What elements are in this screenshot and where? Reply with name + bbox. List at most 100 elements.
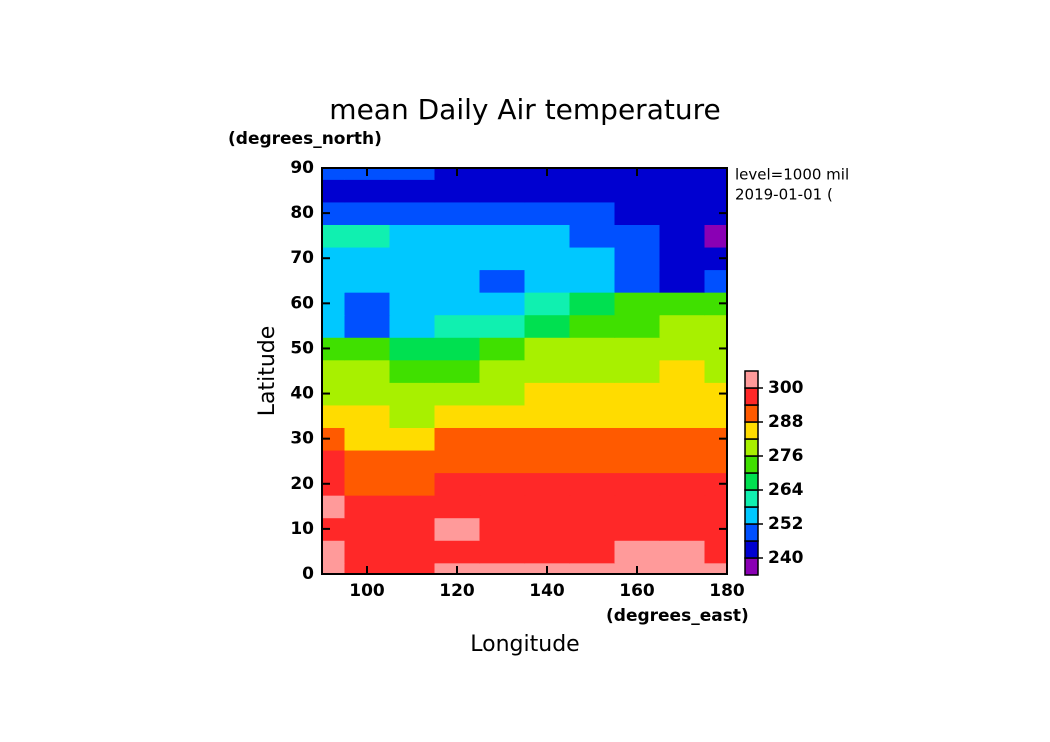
contour-cell	[322, 472, 346, 496]
contour-cell	[434, 224, 481, 248]
contour-cell	[569, 359, 616, 383]
colorbar-box	[744, 438, 759, 457]
contour-cell	[659, 472, 706, 496]
contour-cell	[389, 179, 436, 203]
contour-cell	[344, 292, 391, 316]
contour-cell	[614, 314, 661, 338]
contour-cell	[659, 495, 706, 519]
contour-cell	[569, 292, 616, 316]
contour-cell	[659, 179, 706, 203]
contour-cell	[659, 540, 706, 564]
colorbar-box	[744, 421, 759, 440]
contour-cell	[704, 292, 727, 316]
contour-cell	[344, 337, 391, 361]
colorbar-box	[744, 387, 759, 406]
contour-cell	[389, 404, 436, 428]
contour-cell	[344, 449, 391, 474]
contour-cell	[524, 517, 571, 541]
contour-cell	[704, 540, 727, 564]
contour-cell	[434, 382, 481, 406]
colorbar-box	[744, 370, 759, 389]
contour-cell	[322, 292, 346, 316]
y-tick-label: 90	[290, 158, 314, 178]
x-tick-label: 140	[529, 581, 565, 601]
contour-cell	[389, 292, 436, 316]
contour-cell	[479, 404, 526, 428]
contour-cell	[524, 495, 571, 519]
contour-cell	[659, 404, 706, 428]
contour-cell	[389, 472, 436, 496]
contour-cell	[322, 404, 346, 428]
contour-cell	[479, 269, 526, 293]
contour-cell	[344, 427, 391, 451]
contour-cell	[524, 269, 571, 293]
contour-cell	[479, 337, 526, 361]
annotation: 2019-01-01 (	[735, 186, 833, 204]
contour-cell	[434, 427, 481, 451]
contour-cell	[524, 540, 571, 564]
contour-cell	[569, 246, 616, 271]
contour-cell	[569, 495, 616, 519]
contour-cell	[569, 168, 616, 180]
contour-cell	[479, 495, 526, 519]
contour-cell	[659, 382, 706, 406]
contour-cell	[704, 517, 727, 541]
contour-cell	[614, 269, 661, 293]
contour-cell	[434, 404, 481, 428]
contour-cell	[659, 517, 706, 541]
contour-cell	[479, 314, 526, 338]
contour-cell	[344, 472, 391, 496]
contour-cell	[322, 314, 346, 338]
contour-cell	[659, 449, 706, 474]
colorbar-box	[744, 506, 759, 525]
annotation: level=1000 mil	[735, 166, 849, 184]
contour-cell	[524, 404, 571, 428]
contour-cell	[614, 404, 661, 428]
contour-cell	[322, 562, 346, 574]
colorbar-label: 252	[768, 514, 804, 534]
contour-cell	[322, 168, 346, 180]
contour-cell	[524, 201, 571, 225]
contour-cell	[569, 201, 616, 225]
contour-cell	[524, 427, 571, 451]
contour-cell	[659, 201, 706, 225]
x-tick-label: 160	[619, 581, 655, 601]
contour-cell	[659, 224, 706, 248]
contour-cell	[322, 540, 346, 564]
contour-cell	[524, 292, 571, 316]
contour-cell	[614, 292, 661, 316]
contour-cell	[614, 201, 661, 225]
contour-cell	[344, 246, 391, 271]
contour-cell	[479, 201, 526, 225]
contour-cell	[659, 292, 706, 316]
contour-cell	[659, 314, 706, 338]
plot-frame	[321, 167, 728, 575]
contour-cell	[479, 382, 526, 406]
x-units: (degrees_east)	[606, 606, 749, 626]
contour-cell	[344, 269, 391, 293]
contour-cell	[704, 495, 727, 519]
contour-cell	[569, 269, 616, 293]
colorbar-box	[744, 404, 759, 423]
contour-cell	[389, 224, 436, 248]
contour-cell	[614, 472, 661, 496]
contour-cell	[479, 472, 526, 496]
contour-cell	[322, 179, 346, 203]
contour-cell	[704, 404, 727, 428]
contour-cell	[614, 427, 661, 451]
contour-cell	[434, 292, 481, 316]
contour-cell	[434, 201, 481, 225]
contour-cell	[524, 224, 571, 248]
contour-cell	[434, 269, 481, 293]
contour-cell	[704, 314, 727, 338]
contour-cell	[569, 404, 616, 428]
contour-cell	[704, 168, 727, 180]
contour-cell	[569, 314, 616, 338]
contour-cell	[389, 314, 436, 338]
contour-cell	[322, 224, 346, 248]
contour-cell	[389, 269, 436, 293]
contour-cell	[524, 314, 571, 338]
contour-cell	[479, 517, 526, 541]
contour-cell	[322, 359, 346, 383]
contour-cell	[479, 224, 526, 248]
